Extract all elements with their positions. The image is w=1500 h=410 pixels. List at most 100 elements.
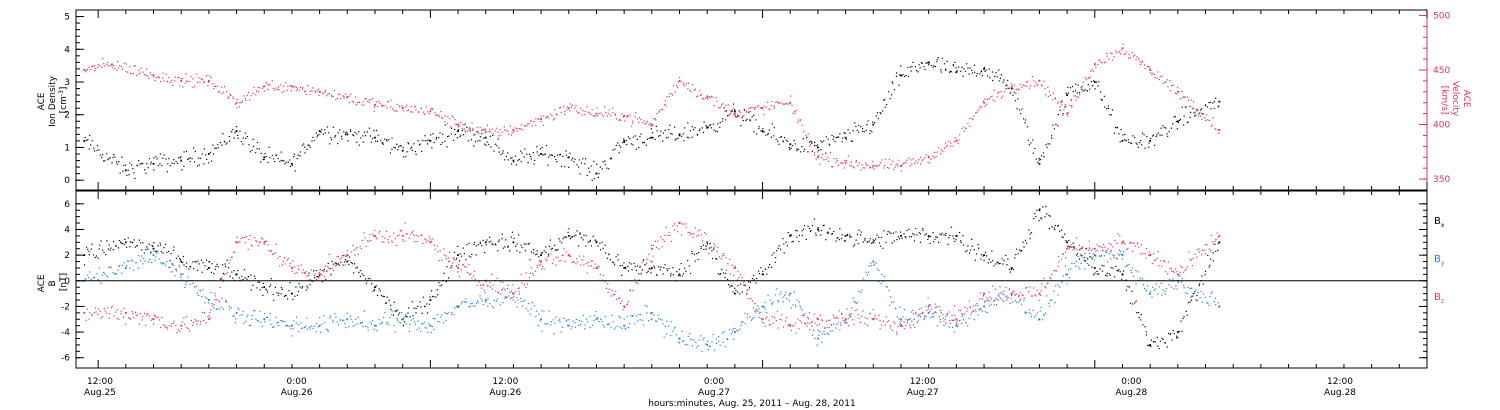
sample-point xyxy=(797,121,799,123)
sample-point xyxy=(1184,96,1186,98)
sample-point xyxy=(661,319,663,321)
sample-point xyxy=(162,324,165,326)
sample-point xyxy=(527,243,529,245)
sample-point xyxy=(768,324,770,326)
sample-point xyxy=(315,91,317,93)
sample-point xyxy=(753,274,755,276)
sample-point xyxy=(1195,108,1197,110)
sample-point xyxy=(1193,115,1196,117)
sample-point xyxy=(929,235,932,238)
sample-point xyxy=(1169,267,1171,270)
sample-point xyxy=(166,326,168,328)
sample-point xyxy=(984,300,986,302)
sample-point xyxy=(1061,281,1063,283)
sample-point xyxy=(284,320,286,323)
sample-point xyxy=(696,235,698,237)
sample-point xyxy=(689,338,692,340)
sample-point xyxy=(564,165,566,168)
sample-point xyxy=(631,122,634,124)
sample-point xyxy=(632,314,634,317)
sample-point xyxy=(594,115,596,118)
sample-point xyxy=(640,133,642,135)
sample-point xyxy=(885,104,888,106)
sample-point xyxy=(1187,286,1189,288)
sample-point xyxy=(680,81,682,83)
sample-point xyxy=(352,325,354,327)
series-data xyxy=(83,56,1221,181)
sample-point xyxy=(1133,242,1135,244)
sample-point xyxy=(912,233,914,235)
sample-point xyxy=(601,279,604,281)
sample-point xyxy=(87,139,89,141)
sample-point xyxy=(704,97,706,99)
sample-point xyxy=(531,125,533,127)
sample-point xyxy=(919,241,921,243)
sample-point xyxy=(676,270,678,273)
sample-point xyxy=(1170,286,1172,288)
sample-point xyxy=(1023,299,1025,301)
sample-point xyxy=(466,244,468,246)
sample-point xyxy=(374,229,376,232)
sample-point xyxy=(835,157,837,160)
sample-point xyxy=(1075,83,1077,85)
sample-point xyxy=(799,120,801,122)
sample-point xyxy=(925,62,927,64)
sample-point xyxy=(503,287,505,289)
sample-point xyxy=(1119,271,1121,273)
sample-point xyxy=(1007,79,1009,81)
sample-point xyxy=(1013,291,1015,293)
sample-point xyxy=(1026,126,1029,128)
sample-point xyxy=(511,297,513,299)
sample-point xyxy=(150,161,152,163)
sample-point xyxy=(335,316,337,318)
sample-point xyxy=(965,127,967,129)
sample-point xyxy=(137,73,140,75)
sample-point xyxy=(1205,114,1208,116)
sample-point xyxy=(817,151,819,153)
sample-point xyxy=(809,143,812,146)
sample-point xyxy=(799,319,801,322)
sample-point xyxy=(761,106,763,109)
sample-point xyxy=(483,128,485,130)
sample-point xyxy=(1016,301,1018,303)
sample-point xyxy=(125,246,128,248)
sample-point xyxy=(1059,230,1061,232)
sample-point xyxy=(1004,85,1006,87)
sample-point xyxy=(830,324,833,326)
sample-point xyxy=(111,66,113,68)
sample-point xyxy=(955,239,957,241)
sample-point xyxy=(92,65,94,67)
sample-point xyxy=(511,132,513,134)
sample-point xyxy=(279,255,281,258)
sample-point xyxy=(623,318,625,320)
sample-point xyxy=(506,287,509,290)
sample-point xyxy=(468,128,470,130)
sample-point xyxy=(627,326,630,329)
sample-point xyxy=(576,261,579,263)
sample-point xyxy=(296,272,298,274)
sample-point xyxy=(618,144,621,147)
sample-point xyxy=(821,320,823,322)
sample-point xyxy=(529,259,531,261)
sample-point xyxy=(655,274,658,276)
sample-point xyxy=(804,322,806,324)
sample-point xyxy=(991,79,994,82)
sample-point xyxy=(1139,60,1141,63)
sample-point xyxy=(670,240,672,242)
sample-point xyxy=(1166,346,1168,348)
sample-point xyxy=(898,324,901,326)
sample-point xyxy=(568,319,570,321)
sample-point xyxy=(1072,85,1074,88)
sample-point xyxy=(940,234,942,236)
sample-point xyxy=(426,303,428,305)
sample-point xyxy=(401,311,403,314)
sample-point xyxy=(405,315,407,317)
sample-point xyxy=(777,300,779,302)
sample-point xyxy=(172,264,174,266)
sample-point xyxy=(1054,228,1056,231)
sample-point xyxy=(169,266,171,269)
sample-point xyxy=(544,322,546,325)
sample-point xyxy=(701,350,703,353)
sample-point xyxy=(823,159,825,161)
sample-point xyxy=(569,110,571,112)
